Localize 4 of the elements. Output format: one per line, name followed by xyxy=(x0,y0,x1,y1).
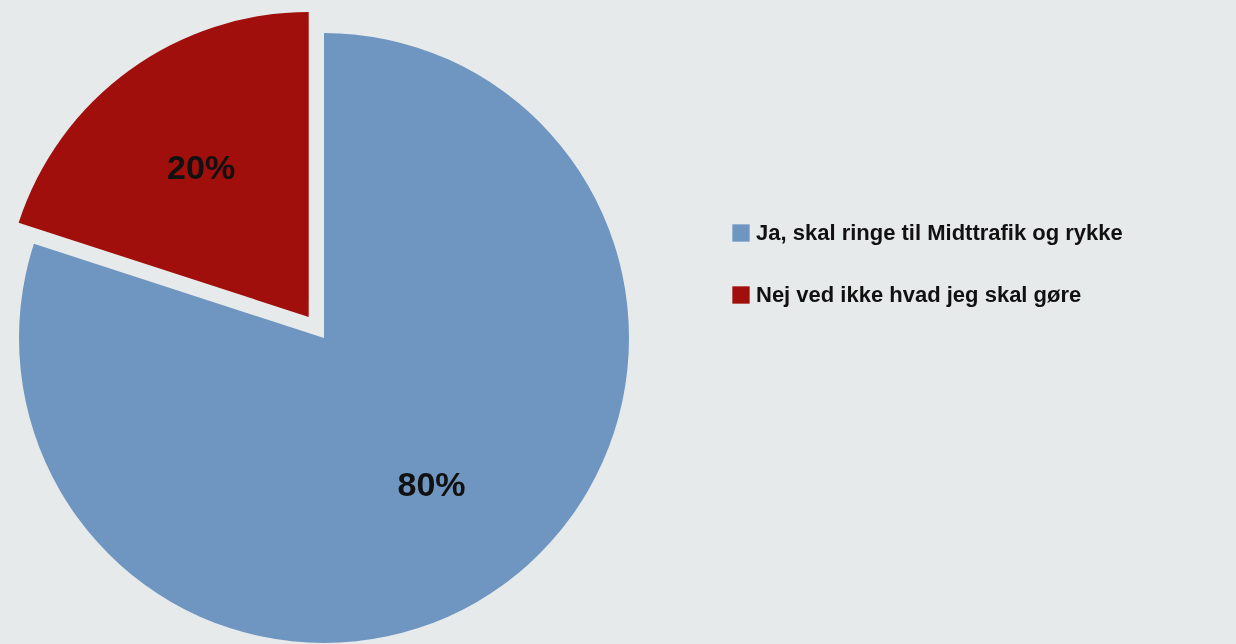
legend-label: Ja, skal ringe til Midttrafik og rykke xyxy=(756,220,1123,245)
legend-label: Nej ved ikke hvad jeg skal gøre xyxy=(756,282,1082,307)
data-label: 80% xyxy=(397,465,466,504)
data-label: 20% xyxy=(167,147,236,186)
